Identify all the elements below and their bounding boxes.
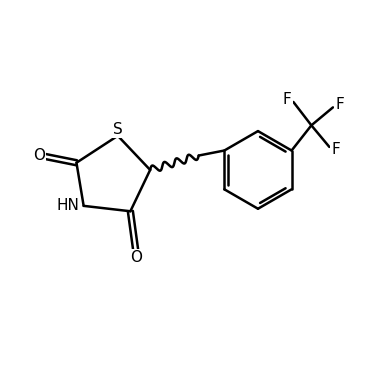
Text: HN: HN	[56, 198, 79, 214]
Text: F: F	[331, 142, 340, 157]
Text: S: S	[113, 122, 123, 137]
Text: O: O	[33, 148, 45, 163]
Text: F: F	[335, 97, 344, 112]
Text: O: O	[130, 250, 142, 265]
Text: F: F	[283, 92, 291, 107]
